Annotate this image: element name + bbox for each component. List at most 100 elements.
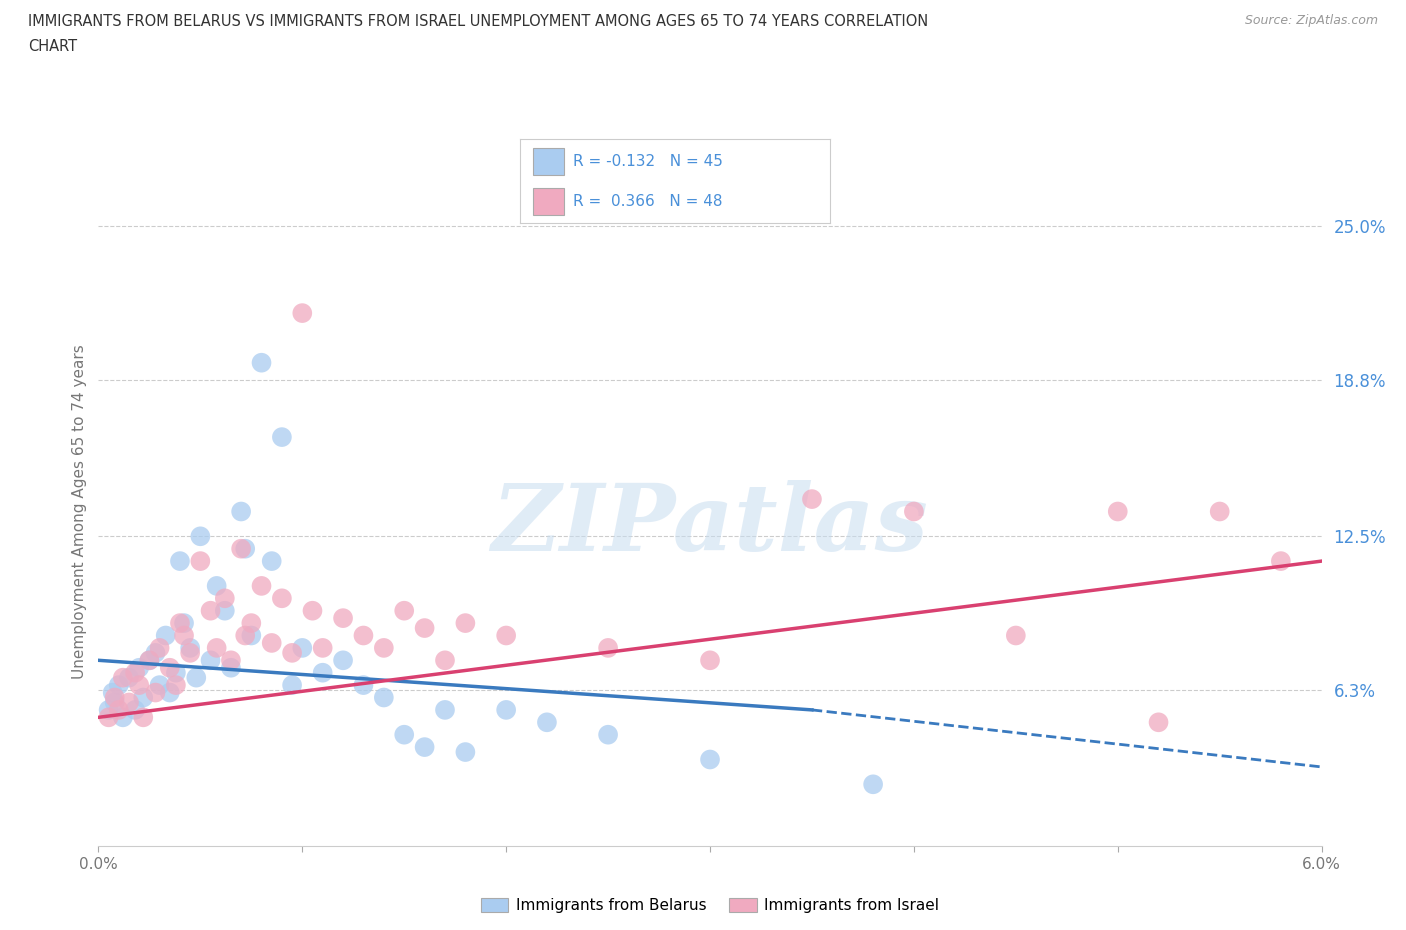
FancyBboxPatch shape (533, 148, 564, 175)
Point (433, 702, 456, 717)
Point (179, 641, 201, 656)
Point (291, 641, 314, 656)
Point (699, 752, 721, 767)
Point (128, 678, 150, 693)
Point (1004, 628, 1026, 643)
Point (149, 678, 172, 693)
Point (536, 715, 558, 730)
Point (145, 645, 167, 660)
Point (862, 777, 884, 791)
Point (169, 616, 191, 631)
Point (352, 678, 374, 693)
Point (219, 660, 242, 675)
Point (373, 641, 395, 656)
Point (270, 430, 292, 445)
Text: IMMIGRANTS FROM BELARUS VS IMMIGRANTS FROM ISRAEL UNEMPLOYMENT AMONG AGES 65 TO : IMMIGRANTS FROM BELARUS VS IMMIGRANTS FR… (28, 14, 928, 29)
Point (250, 355, 273, 370)
Point (124, 702, 146, 717)
Point (149, 641, 172, 656)
FancyBboxPatch shape (533, 188, 564, 215)
Point (128, 660, 150, 675)
Point (205, 578, 228, 593)
Point (145, 685, 167, 700)
Legend: Immigrants from Belarus, Immigrants from Israel: Immigrants from Belarus, Immigrants from… (474, 892, 946, 919)
Point (188, 529, 212, 544)
Point (188, 553, 212, 568)
Point (118, 671, 141, 685)
Point (1208, 504, 1230, 519)
Point (186, 671, 208, 685)
Point (392, 727, 416, 742)
Y-axis label: Unemployment Among Ages 65 to 74 years: Unemployment Among Ages 65 to 74 years (72, 344, 87, 679)
Point (165, 678, 187, 693)
Point (124, 665, 146, 680)
Point (332, 611, 354, 626)
Point (111, 671, 134, 685)
Point (108, 702, 131, 717)
Point (1270, 553, 1292, 568)
Point (250, 578, 273, 593)
Point (332, 653, 354, 668)
Point (291, 306, 314, 321)
Point (159, 660, 181, 675)
Text: R =  0.366   N = 48: R = 0.366 N = 48 (572, 194, 723, 209)
Point (699, 653, 721, 668)
Point (138, 653, 160, 668)
Point (454, 745, 477, 760)
Point (229, 504, 253, 519)
Point (373, 690, 395, 705)
Point (97, 702, 120, 717)
Point (97, 710, 120, 724)
Point (596, 641, 619, 656)
Point (311, 641, 335, 656)
Point (233, 628, 256, 643)
Point (352, 628, 374, 643)
Point (104, 690, 127, 705)
Point (173, 628, 195, 643)
Point (260, 635, 283, 650)
Point (392, 604, 416, 618)
Point (118, 695, 141, 710)
Point (155, 628, 177, 643)
Text: R = -0.132   N = 45: R = -0.132 N = 45 (572, 153, 723, 168)
Point (903, 504, 925, 519)
Point (281, 678, 304, 693)
Point (132, 690, 155, 705)
Point (200, 604, 222, 618)
Point (1107, 504, 1129, 519)
Point (240, 616, 263, 631)
Text: Source: ZipAtlas.com: Source: ZipAtlas.com (1244, 14, 1378, 27)
Point (260, 553, 283, 568)
Point (179, 645, 201, 660)
Point (173, 616, 195, 631)
Point (281, 645, 304, 660)
Point (233, 541, 256, 556)
Point (108, 678, 131, 693)
Point (101, 685, 124, 700)
Point (111, 710, 134, 724)
Point (200, 653, 222, 668)
Point (214, 604, 236, 618)
Point (169, 553, 191, 568)
Point (1147, 715, 1170, 730)
Point (159, 685, 181, 700)
Point (165, 665, 187, 680)
Point (596, 727, 619, 742)
Point (270, 591, 292, 605)
Point (495, 628, 517, 643)
Point (413, 620, 436, 635)
Point (138, 653, 160, 668)
Point (495, 702, 517, 717)
Point (311, 665, 335, 680)
Point (454, 616, 477, 631)
Point (413, 739, 436, 754)
Point (104, 695, 127, 710)
Point (240, 628, 263, 643)
Point (205, 641, 228, 656)
Point (301, 604, 323, 618)
Point (433, 653, 456, 668)
Point (229, 541, 253, 556)
Point (219, 653, 242, 668)
Text: ZIPatlas: ZIPatlas (492, 480, 928, 570)
Point (801, 492, 824, 507)
